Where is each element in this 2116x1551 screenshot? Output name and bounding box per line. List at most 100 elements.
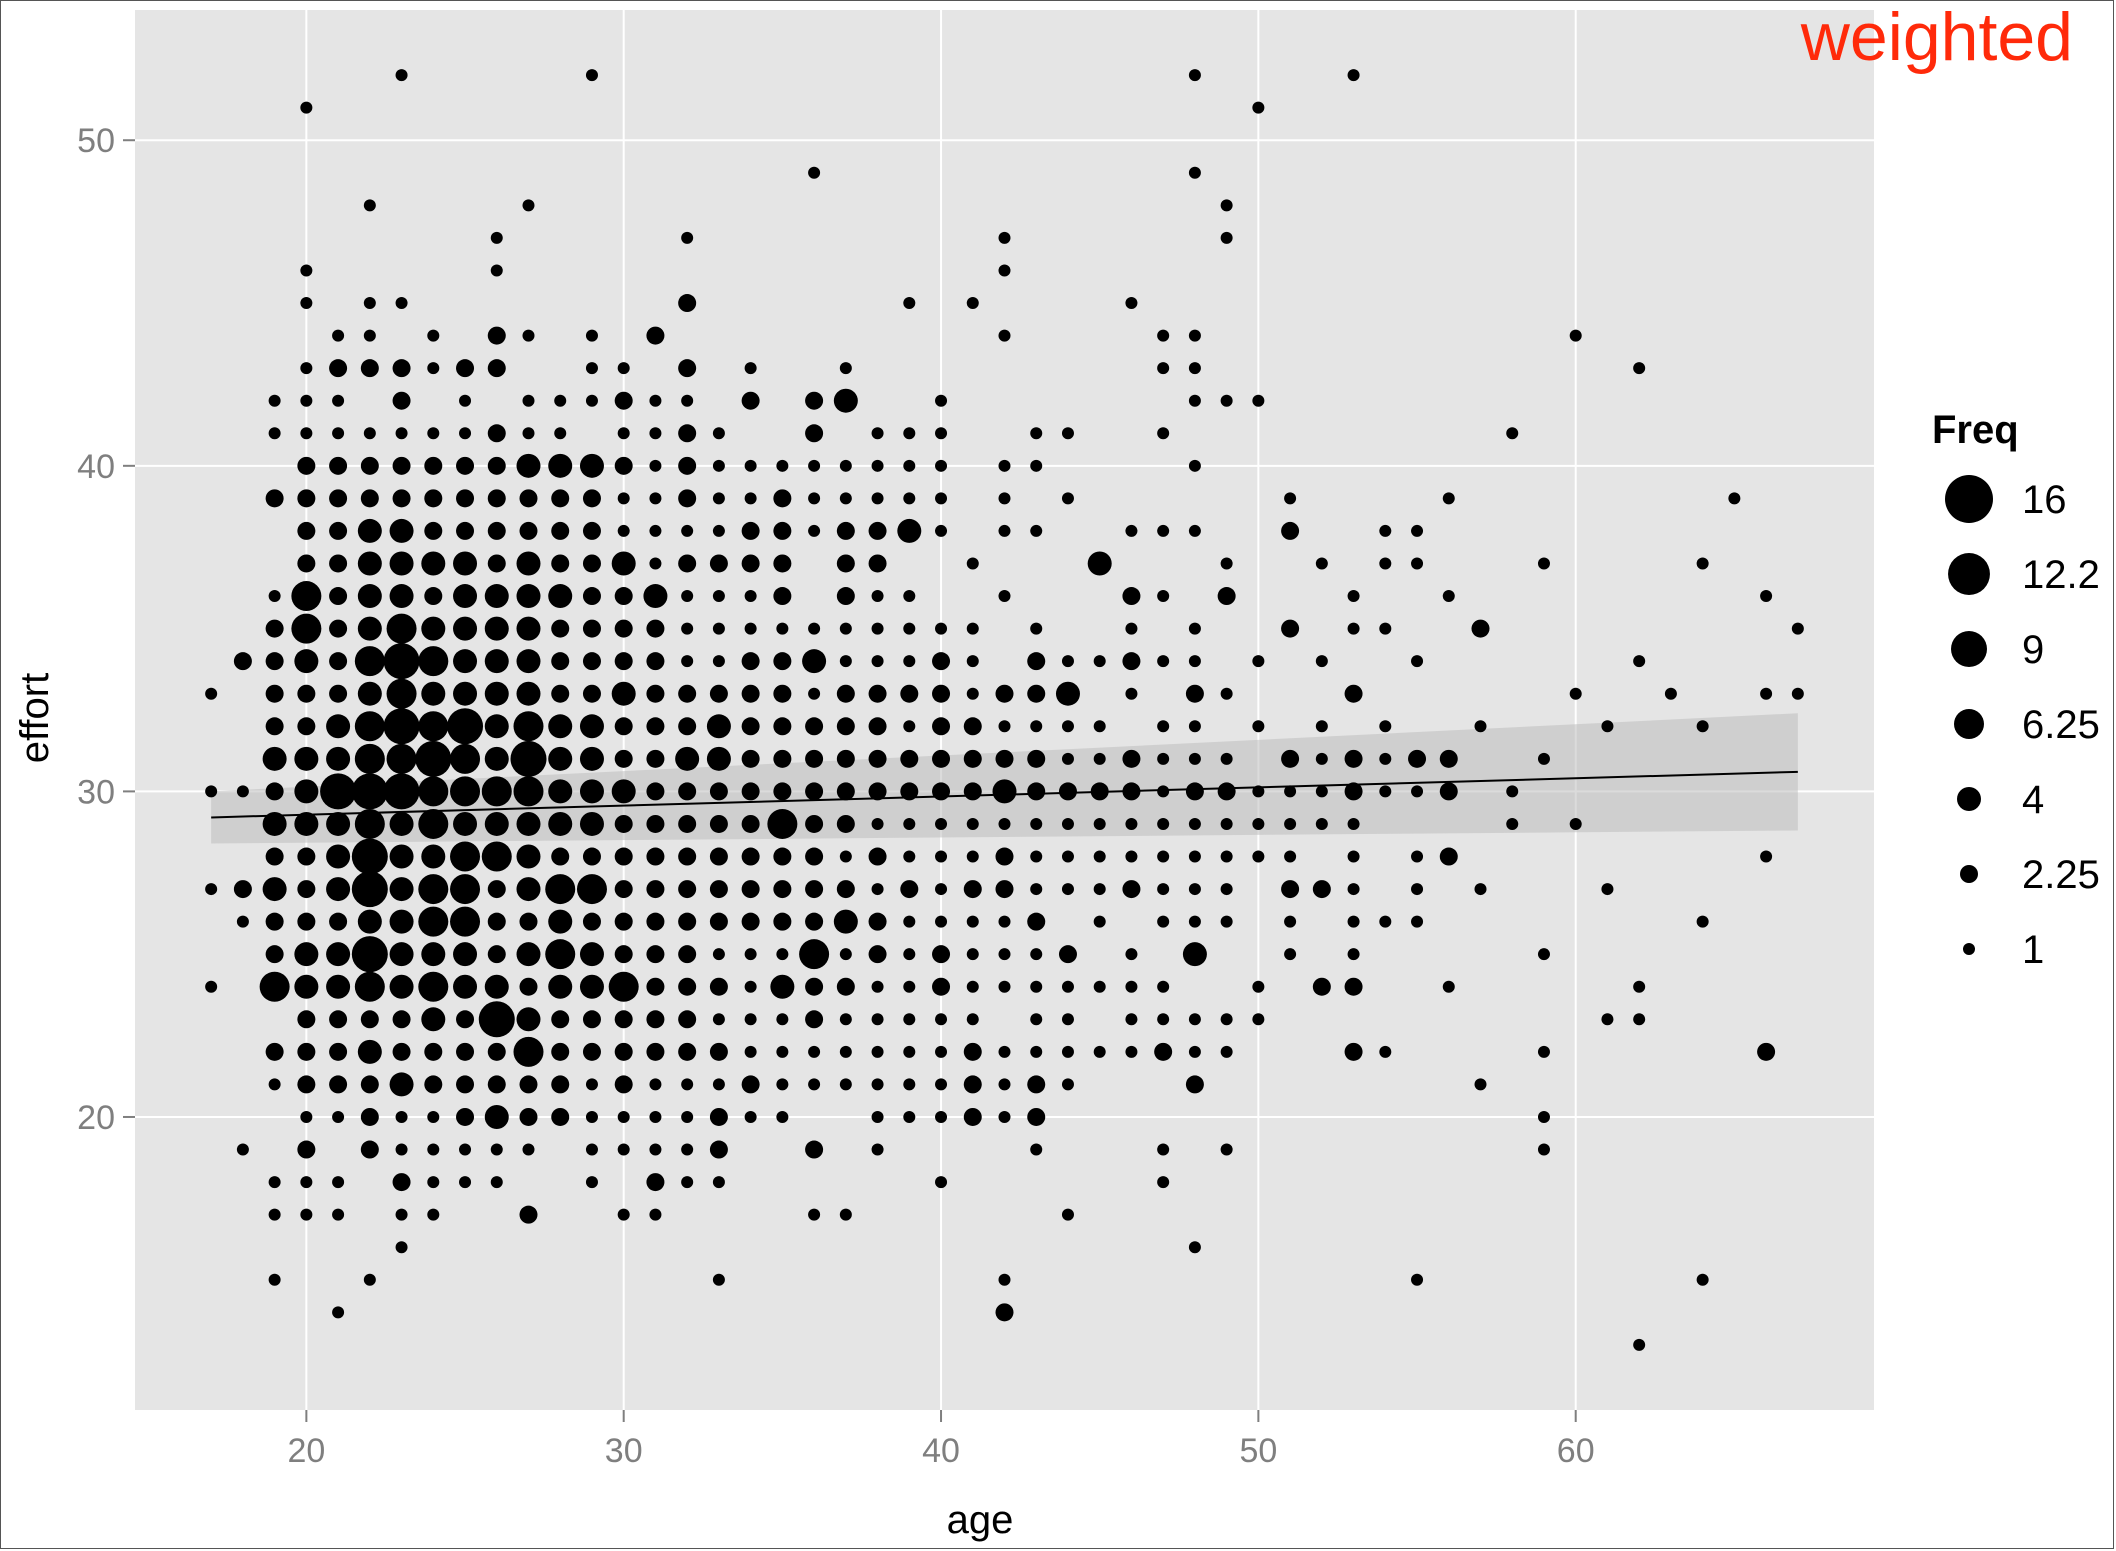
data-point: [998, 915, 1011, 928]
data-point: [579, 942, 604, 967]
data-point: [326, 974, 351, 999]
data-point: [903, 817, 916, 830]
data-point: [551, 1075, 570, 1094]
data-point: [1284, 948, 1297, 961]
data-point: [551, 1107, 570, 1126]
data-point: [551, 619, 570, 638]
data-point: [998, 1273, 1011, 1286]
data-point: [1157, 524, 1170, 537]
data-point: [1125, 850, 1138, 863]
fit-line: [211, 770, 1798, 819]
data-point: [297, 717, 316, 736]
data-point: [646, 945, 665, 964]
data-point: [389, 551, 414, 576]
data-point: [709, 1107, 728, 1126]
data-point: [456, 1075, 475, 1094]
data-point: [357, 909, 382, 934]
data-point: [268, 1078, 281, 1091]
data-point: [998, 459, 1011, 472]
data-point: [265, 717, 284, 736]
data-point: [1220, 915, 1233, 928]
data-point: [617, 427, 630, 440]
data-point: [395, 1143, 408, 1156]
data-point: [487, 554, 506, 573]
data-point: [1252, 1013, 1265, 1026]
data-point: [932, 945, 951, 964]
data-point: [1061, 1045, 1074, 1058]
data-point: [681, 1176, 694, 1189]
data-point: [1154, 1042, 1173, 1061]
weighted-tag: weighted: [1800, 0, 2073, 75]
y-axis-title: effort: [13, 673, 57, 763]
data-point: [1474, 1078, 1487, 1091]
data-point: [516, 649, 541, 674]
data-point: [450, 841, 481, 872]
data-point: [354, 743, 385, 774]
data-point: [966, 622, 979, 635]
data-point: [709, 684, 728, 703]
data-point: [935, 524, 948, 537]
data-point: [776, 1045, 789, 1058]
data-point: [839, 948, 852, 961]
data-point: [1284, 817, 1297, 830]
data-point: [1217, 782, 1236, 801]
data-point: [1027, 1107, 1046, 1126]
data-point: [418, 808, 449, 839]
data-point: [614, 814, 633, 833]
data-point: [678, 717, 697, 736]
data-point: [294, 649, 319, 674]
data-point: [1058, 945, 1077, 964]
data-point: [332, 329, 345, 342]
data-point: [744, 492, 757, 505]
data-point: [450, 874, 481, 905]
data-point: [868, 521, 887, 540]
data-point: [205, 883, 218, 896]
legend-label: 6.25: [2022, 703, 2100, 747]
data-point: [966, 1013, 979, 1026]
data-point: [744, 362, 757, 375]
data-point: [1220, 850, 1233, 863]
data-point: [326, 877, 351, 902]
data-point: [459, 394, 472, 407]
data-point: [935, 1176, 948, 1189]
data-point: [487, 359, 506, 378]
data-point: [1157, 1013, 1170, 1026]
data-point: [582, 1010, 601, 1029]
data-point: [354, 646, 385, 677]
data-point: [712, 524, 725, 537]
data-point: [551, 554, 570, 573]
data-point: [1058, 782, 1077, 801]
data-point: [268, 590, 281, 603]
data-point: [1760, 590, 1773, 603]
data-point: [966, 915, 979, 928]
data-point: [421, 681, 446, 706]
data-point: [354, 808, 385, 839]
data-point: [903, 297, 916, 310]
data-point: [903, 850, 916, 863]
data-point: [805, 912, 824, 931]
data-point: [424, 587, 443, 606]
data-point: [1125, 1013, 1138, 1026]
data-point: [383, 773, 420, 810]
data-point: [329, 1010, 348, 1029]
data-point: [1474, 883, 1487, 896]
data-point: [646, 1173, 665, 1192]
data-point: [545, 939, 576, 970]
data-point: [1284, 492, 1297, 505]
data-point: [741, 749, 760, 768]
data-point: [836, 717, 855, 736]
data-point: [427, 1143, 440, 1156]
data-point: [1633, 1338, 1646, 1351]
data-point: [487, 521, 506, 540]
data-point: [1633, 980, 1646, 993]
data-point: [1157, 850, 1170, 863]
legend-key: [1948, 553, 1990, 595]
data-point: [935, 883, 948, 896]
data-point: [1379, 622, 1392, 635]
size-legend: Freq 16 12.2 9 6.25 4 2.25 1: [1932, 408, 2100, 972]
data-point: [839, 492, 852, 505]
data-point: [935, 459, 948, 472]
data-point: [554, 427, 567, 440]
legend-key: [1954, 709, 1984, 739]
data-point: [265, 684, 284, 703]
